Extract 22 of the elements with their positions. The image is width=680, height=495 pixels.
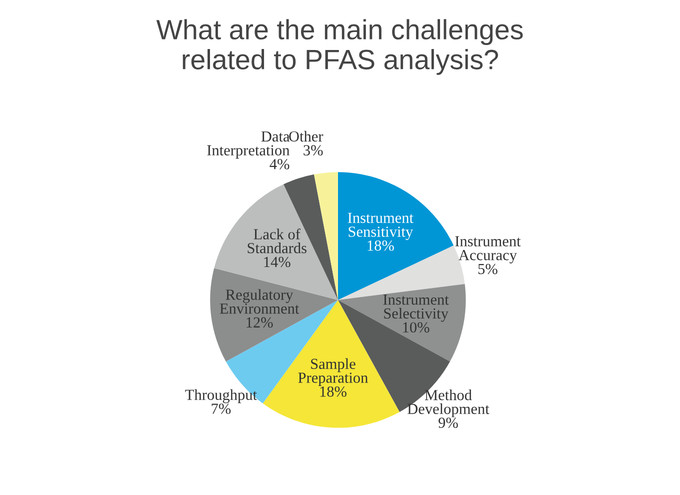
slice-label: Sample Preparation (298, 358, 368, 386)
data-label: 10% (403, 322, 430, 333)
slice-label: Instrument Selectivity (383, 294, 449, 322)
data-label: 12% (246, 317, 273, 328)
data-label: 9% (438, 418, 458, 428)
data-label: 3% (304, 145, 323, 156)
slice-label: Method Development (408, 389, 490, 418)
data-label: 7% (212, 404, 231, 414)
slice-label: Throughput (185, 389, 257, 404)
slice-label: Instrument Sensitivity (348, 212, 414, 240)
slice-label: Other (289, 130, 324, 142)
pie-slice (314, 172, 338, 300)
slice-label: Regulatory Environment (220, 289, 300, 314)
data-label: 18% (320, 386, 346, 397)
data-label: 5% (478, 264, 498, 274)
slice-label: Data Interpretation (207, 131, 290, 159)
data-label: 14% (264, 256, 290, 268)
chart-title: What are the main challenges related to PFAS analysis? (156, 19, 523, 75)
slice-label: Lack of Standards (248, 228, 306, 254)
slice-label: Instrument Accuracy (455, 236, 521, 264)
data-label: 4% (270, 159, 290, 170)
data-label: 18% (368, 240, 394, 251)
